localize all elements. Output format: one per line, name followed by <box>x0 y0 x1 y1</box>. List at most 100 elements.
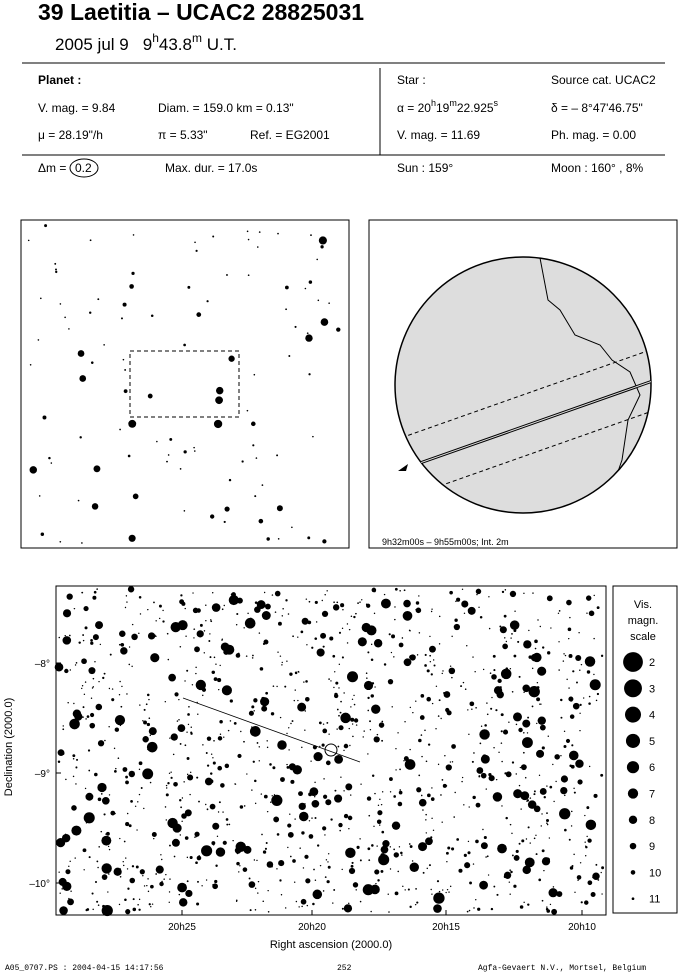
star <box>339 711 342 714</box>
star <box>166 632 169 635</box>
star <box>271 795 273 797</box>
star <box>366 677 368 679</box>
star <box>271 794 283 807</box>
star <box>397 870 400 873</box>
star <box>480 772 487 779</box>
star <box>196 630 204 638</box>
star <box>129 284 134 289</box>
star <box>324 876 327 879</box>
star <box>125 822 130 827</box>
star <box>356 845 360 849</box>
star <box>547 735 550 737</box>
star <box>83 812 95 824</box>
star <box>534 639 538 644</box>
star <box>555 780 557 783</box>
star <box>525 838 528 840</box>
star <box>179 742 182 745</box>
star <box>584 814 586 817</box>
star <box>418 798 427 807</box>
star <box>126 812 129 815</box>
star <box>479 729 490 740</box>
star <box>202 694 204 697</box>
star <box>298 906 300 908</box>
star <box>210 772 213 775</box>
star <box>343 813 349 819</box>
star <box>571 744 574 747</box>
star <box>81 687 83 690</box>
star <box>427 743 431 746</box>
star <box>104 786 106 788</box>
star <box>139 613 142 615</box>
star <box>185 635 187 637</box>
star <box>515 849 519 853</box>
star <box>164 701 167 703</box>
star <box>316 844 320 847</box>
star <box>585 845 588 849</box>
star <box>363 680 374 691</box>
legend-mag: 5 <box>649 736 655 748</box>
star <box>59 892 61 894</box>
star <box>211 841 216 846</box>
star <box>191 684 194 686</box>
star <box>461 780 463 783</box>
star <box>190 775 193 778</box>
star <box>274 611 277 613</box>
star <box>256 246 259 248</box>
star <box>536 749 545 758</box>
star <box>328 302 330 304</box>
star <box>479 880 488 890</box>
star <box>125 775 129 779</box>
star <box>138 596 142 599</box>
star <box>306 332 309 335</box>
star <box>165 784 168 787</box>
star <box>332 654 336 658</box>
star <box>546 906 548 908</box>
star <box>209 656 212 659</box>
star <box>132 907 137 912</box>
star <box>339 829 341 832</box>
star <box>586 806 590 810</box>
star <box>573 853 575 856</box>
star <box>97 904 100 906</box>
star <box>500 730 503 733</box>
star <box>437 763 440 766</box>
star <box>249 909 252 912</box>
star <box>523 901 525 904</box>
star <box>194 646 200 653</box>
star <box>202 744 204 746</box>
star <box>497 678 502 683</box>
star <box>262 900 265 903</box>
star <box>147 632 156 640</box>
time-h: 9 <box>143 35 152 54</box>
star <box>186 856 189 859</box>
star <box>473 907 475 909</box>
star <box>130 799 133 803</box>
planet-diam: Diam. = 159.0 km = 0.13" <box>158 101 294 115</box>
star <box>147 878 149 880</box>
star <box>464 688 467 690</box>
star <box>350 615 353 618</box>
star <box>257 880 260 883</box>
star <box>557 612 560 614</box>
star <box>596 692 600 696</box>
star <box>596 606 600 610</box>
star <box>90 712 95 718</box>
star <box>44 224 48 228</box>
star <box>55 837 66 848</box>
star <box>267 889 269 892</box>
star <box>304 854 309 859</box>
star <box>529 797 532 799</box>
star <box>514 610 516 612</box>
star <box>586 835 588 838</box>
star-phmag: Ph. mag. = 0.00 <box>551 128 636 142</box>
star <box>348 828 350 830</box>
star <box>176 720 179 722</box>
star <box>418 774 421 777</box>
star <box>103 813 106 816</box>
star <box>212 761 216 765</box>
star <box>231 592 236 597</box>
star <box>600 773 604 777</box>
star <box>523 691 525 694</box>
star <box>424 653 427 657</box>
star <box>543 869 545 872</box>
